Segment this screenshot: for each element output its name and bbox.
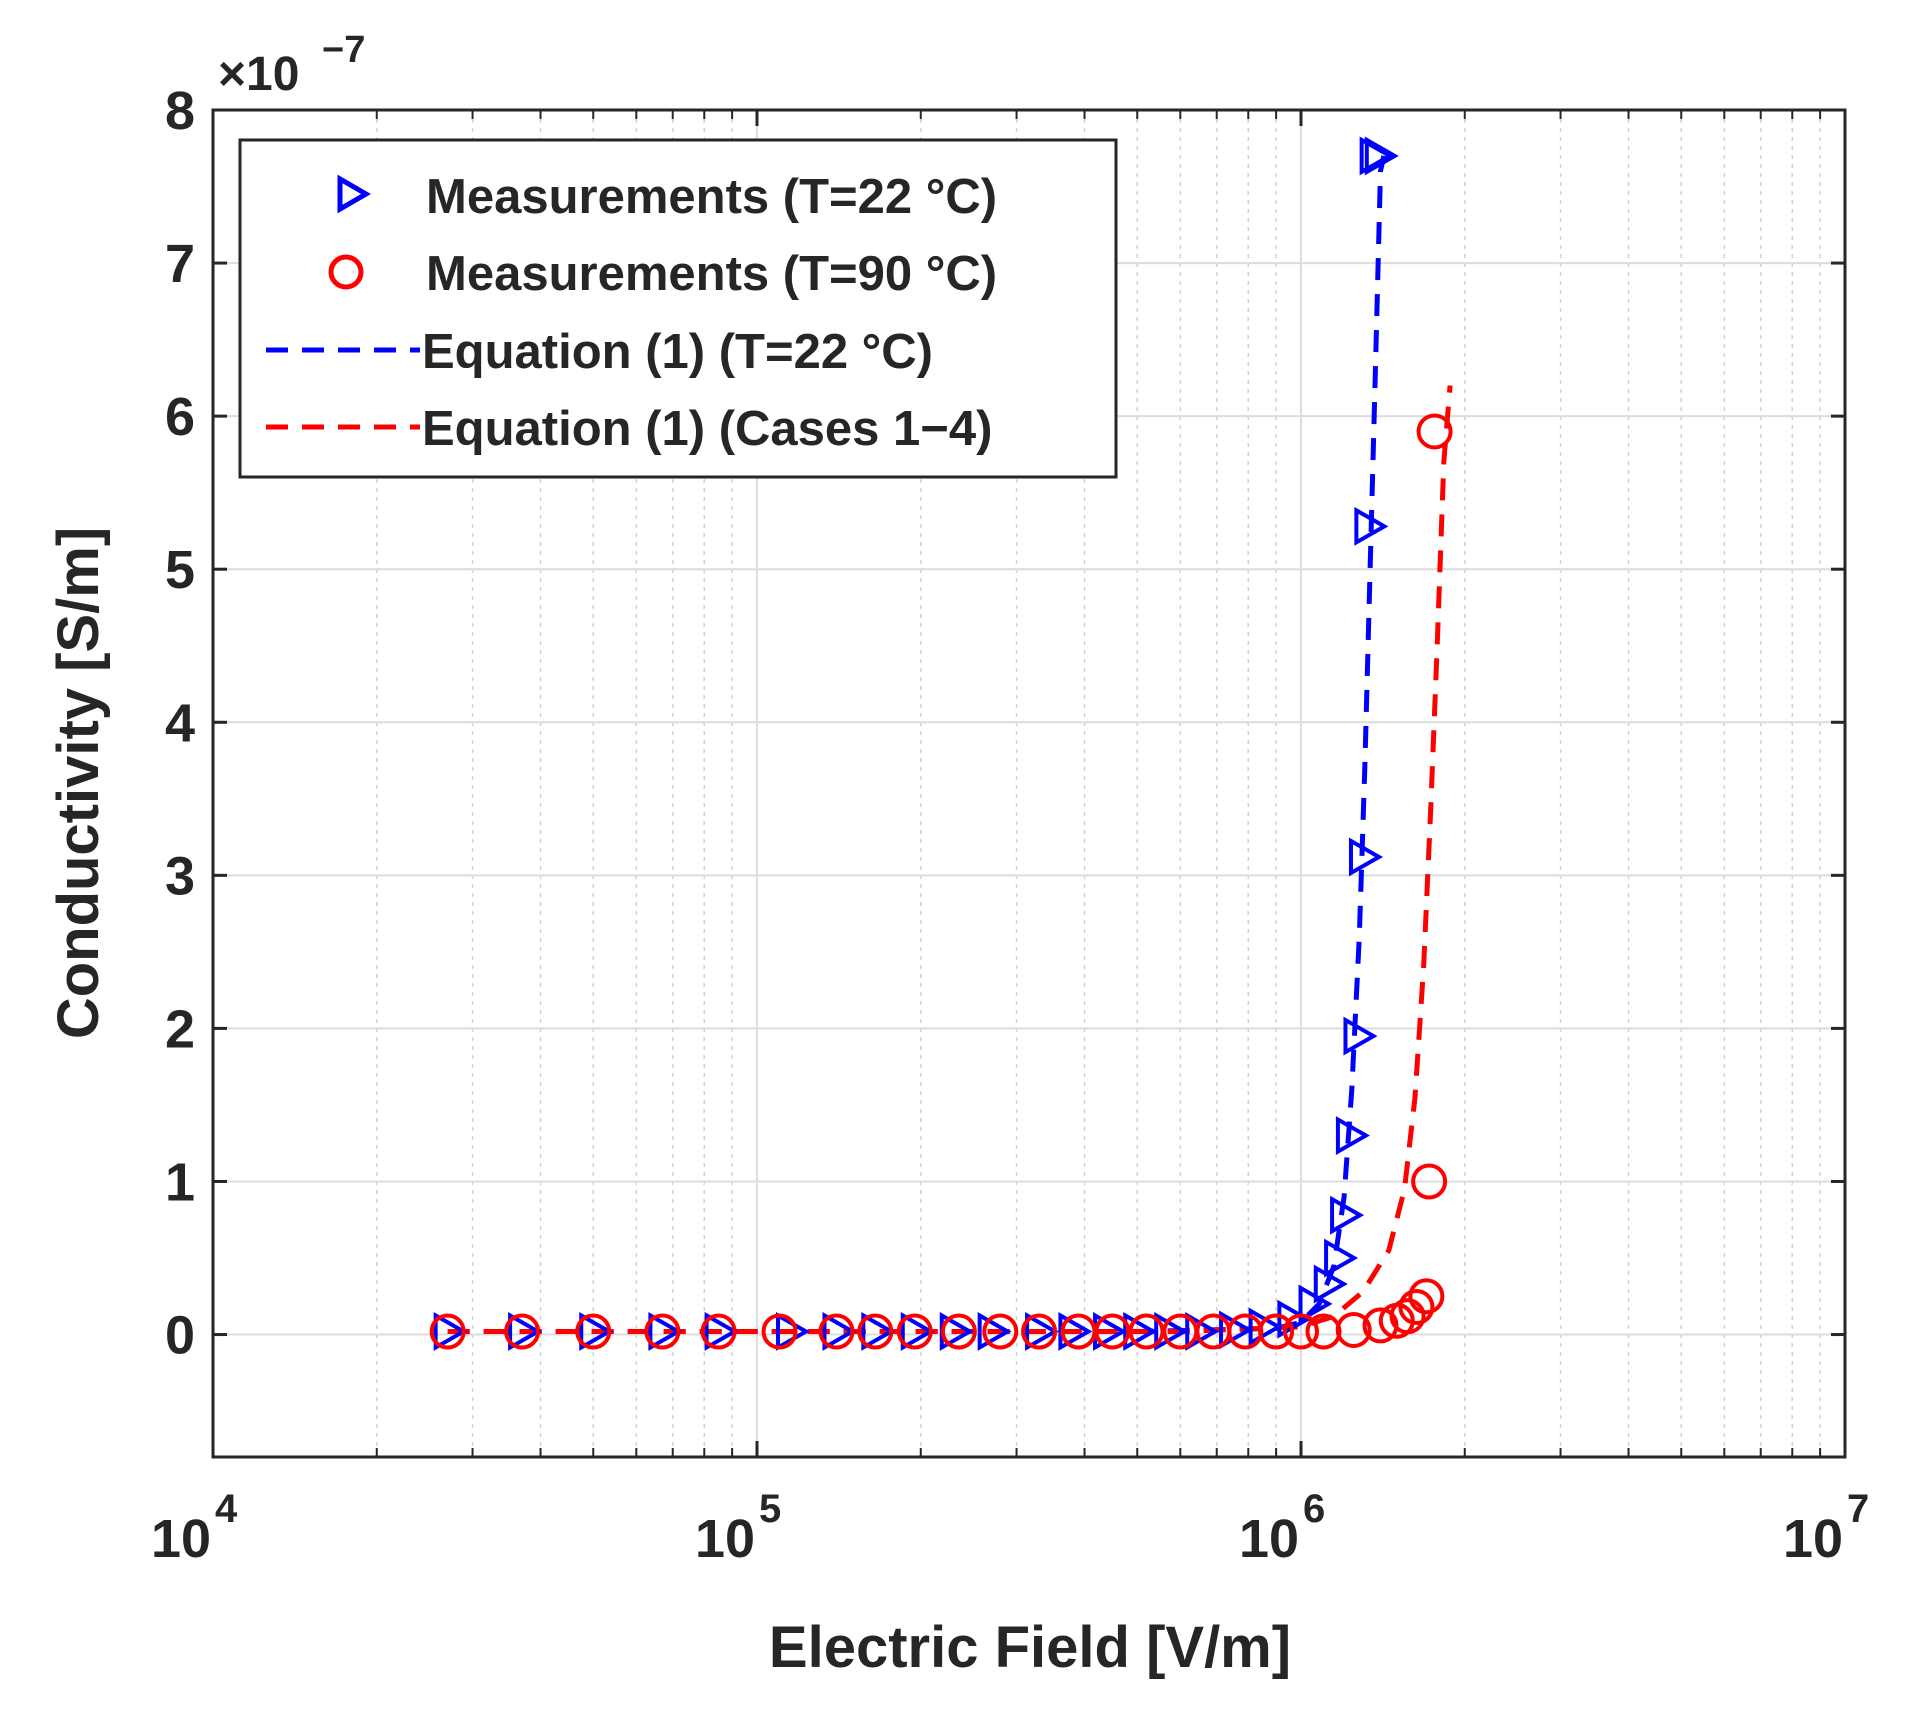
data-point-circle: [761, 1313, 798, 1350]
data-point-circle: [700, 1313, 737, 1350]
data-point-triangle: [1359, 136, 1394, 176]
legend-label-eq-22: Equation (1) (T=22 °C): [422, 325, 933, 379]
plot-area: [211, 108, 1847, 1459]
data-point-circle: [818, 1313, 855, 1350]
data-point-circle: [1258, 1313, 1295, 1350]
data-point-circle: [940, 1313, 977, 1350]
data-point-triangle: [1348, 837, 1384, 877]
data-point-triangle: [1354, 506, 1389, 546]
y-tick-label: 4: [165, 693, 195, 753]
legend: Measurements (T=22 °C) Measurements (T=9…: [238, 138, 1118, 479]
legend-entry-eq-cases: Equation (1) (Cases 1−4): [266, 402, 992, 456]
data-point-triangle: [977, 1312, 1012, 1351]
y-multiplier: ×10 −7: [218, 29, 365, 101]
data-point-triangle: [1058, 1312, 1093, 1351]
data-point-circle: [1408, 1278, 1445, 1315]
data-point-circle: [504, 1313, 541, 1350]
legend-entry-eq-22: Equation (1) (T=22 °C): [266, 325, 933, 379]
series-layer: [429, 136, 1453, 1351]
data-point-triangle: [1330, 1195, 1365, 1235]
legend-label-meas-90: Measurements (T=90 °C): [426, 247, 997, 301]
data-point-triangle: [900, 1312, 935, 1351]
data-point-circle: [1416, 413, 1453, 450]
x-tick-label-exponent: 7: [1847, 1487, 1869, 1531]
y-tick-label: 7: [165, 234, 195, 294]
y-multiplier-base: ×10: [218, 48, 299, 101]
data-point-circle: [896, 1313, 933, 1350]
x-tick-label-base: 10: [1783, 1509, 1843, 1569]
x-tick-label-base: 10: [1239, 1509, 1299, 1569]
data-point-triangle: [1313, 1264, 1348, 1304]
data-point-circle: [429, 1313, 466, 1350]
y-tick-label: 5: [165, 540, 195, 600]
data-point-circle: [1335, 1311, 1372, 1348]
x-tick-label-exponent: 5: [759, 1487, 781, 1531]
data-point-triangle: [1335, 1116, 1370, 1156]
data-point-triangle: [508, 1312, 543, 1351]
y-multiplier-exponent: −7: [322, 29, 365, 71]
legend-label-eq-cases: Equation (1) (Cases 1−4): [422, 402, 992, 456]
data-point-circle: [1021, 1313, 1058, 1350]
y-axis-label: Conductivity [S/m]: [46, 527, 111, 1039]
data-point-triangle: [1364, 136, 1399, 176]
circle-marker-icon: [328, 254, 364, 290]
x-axis-label: Electric Field [V/m]: [769, 1615, 1291, 1680]
data-point-circle: [1389, 1298, 1426, 1335]
legend-box: [238, 138, 1118, 479]
y-tick-label: 8: [165, 81, 195, 141]
data-point-circle: [1094, 1313, 1131, 1350]
data-point-circle: [575, 1313, 612, 1350]
y-tick-label: 3: [165, 846, 195, 906]
data-point-triangle: [1123, 1312, 1158, 1351]
data-point-triangle: [1025, 1312, 1060, 1351]
data-point-triangle: [704, 1312, 739, 1351]
data-point-circle: [857, 1313, 894, 1350]
data-point-triangle: [433, 1312, 468, 1351]
y-tick-label: 1: [165, 1152, 195, 1212]
data-point-triangle: [579, 1312, 614, 1351]
data-point-circle: [1411, 1163, 1448, 1200]
data-point-circle: [1398, 1288, 1435, 1325]
data-point-circle: [1283, 1313, 1319, 1350]
data-point-circle: [982, 1313, 1019, 1350]
data-point-triangle: [822, 1312, 857, 1351]
data-point-triangle: [861, 1312, 896, 1351]
x-tick-label-base: 10: [695, 1509, 755, 1569]
x-tick-label-exponent: 4: [215, 1487, 238, 1531]
triangle-right-icon: [337, 174, 372, 214]
data-point-circle: [644, 1313, 681, 1350]
y-tick-label: 0: [165, 1306, 195, 1366]
series-line-3: [447, 385, 1453, 1334]
legend-entry-meas-22: Measurements (T=22 °C): [337, 170, 997, 224]
x-tick-label-exponent: 6: [1303, 1487, 1325, 1531]
y-tick-label: 6: [165, 387, 195, 447]
data-point-triangle: [648, 1312, 683, 1351]
data-point-triangle: [1343, 1016, 1378, 1056]
legend-entry-meas-90: Measurements (T=90 °C): [328, 247, 997, 301]
data-point-triangle: [1324, 1238, 1359, 1278]
x-tick-label-base: 10: [151, 1509, 211, 1569]
y-tick-label: 2: [165, 999, 195, 1059]
data-point-triangle: [1154, 1312, 1189, 1351]
legend-label-meas-22: Measurements (T=22 °C): [426, 170, 997, 224]
